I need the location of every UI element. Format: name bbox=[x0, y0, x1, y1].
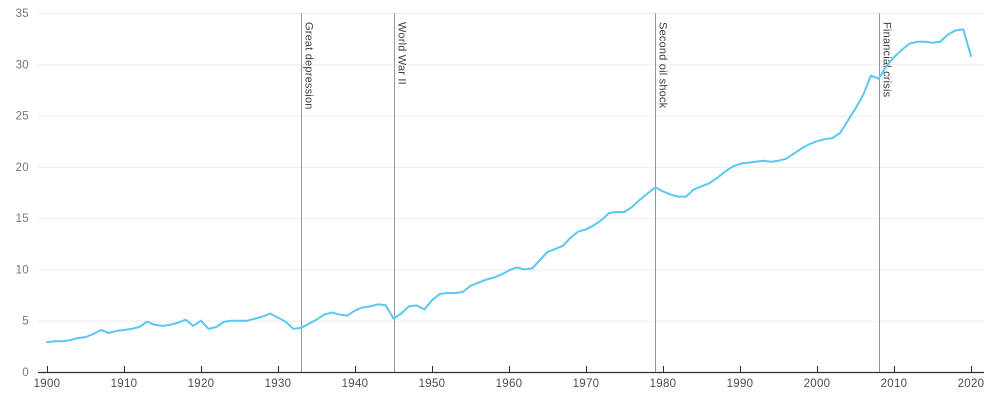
series-line bbox=[46, 28, 972, 344]
x-tick-label: 1950 bbox=[419, 378, 446, 390]
y-axis-labels: 0 5 10 15 20 25 30 35 bbox=[16, 8, 29, 379]
x-tick-label: 1920 bbox=[188, 378, 215, 390]
x-tick-label: 1900 bbox=[34, 378, 61, 390]
x-tick-label: 1960 bbox=[496, 378, 523, 390]
event-label: Second oil shock bbox=[657, 22, 669, 109]
x-tick-label: 1980 bbox=[650, 378, 677, 390]
event-annotations: Great depression World War II Second oil s… bbox=[301, 13, 893, 372]
x-tick-label: 1930 bbox=[265, 378, 292, 390]
x-tick-label: 1940 bbox=[342, 378, 369, 390]
y-tick-label: 20 bbox=[16, 162, 29, 174]
x-tick-label: 2020 bbox=[958, 378, 985, 390]
x-tick-label: 1990 bbox=[727, 378, 754, 390]
x-tick-label: 1970 bbox=[573, 378, 600, 390]
y-tick-label: 10 bbox=[16, 264, 29, 276]
y-tick-label: 0 bbox=[22, 367, 29, 379]
event-label: World War II bbox=[396, 22, 408, 85]
y-tick-label: 25 bbox=[16, 111, 29, 123]
x-tick-label: 2000 bbox=[804, 378, 831, 390]
y-tick-label: 15 bbox=[16, 213, 29, 225]
y-tick-label: 30 bbox=[16, 59, 29, 71]
event-label: Great depression bbox=[303, 22, 315, 110]
x-axis: 1900 1910 1920 1930 1940 1950 1960 1970 1980 1990… bbox=[34, 366, 985, 390]
x-tick-label: 2010 bbox=[881, 378, 908, 390]
event-label: Financial crisis bbox=[881, 22, 893, 98]
data-series bbox=[46, 28, 972, 344]
y-tick-label: 5 bbox=[22, 316, 29, 328]
y-tick-label: 35 bbox=[16, 8, 29, 20]
y-gridlines bbox=[38, 13, 984, 322]
x-tick-label: 1910 bbox=[111, 378, 138, 390]
